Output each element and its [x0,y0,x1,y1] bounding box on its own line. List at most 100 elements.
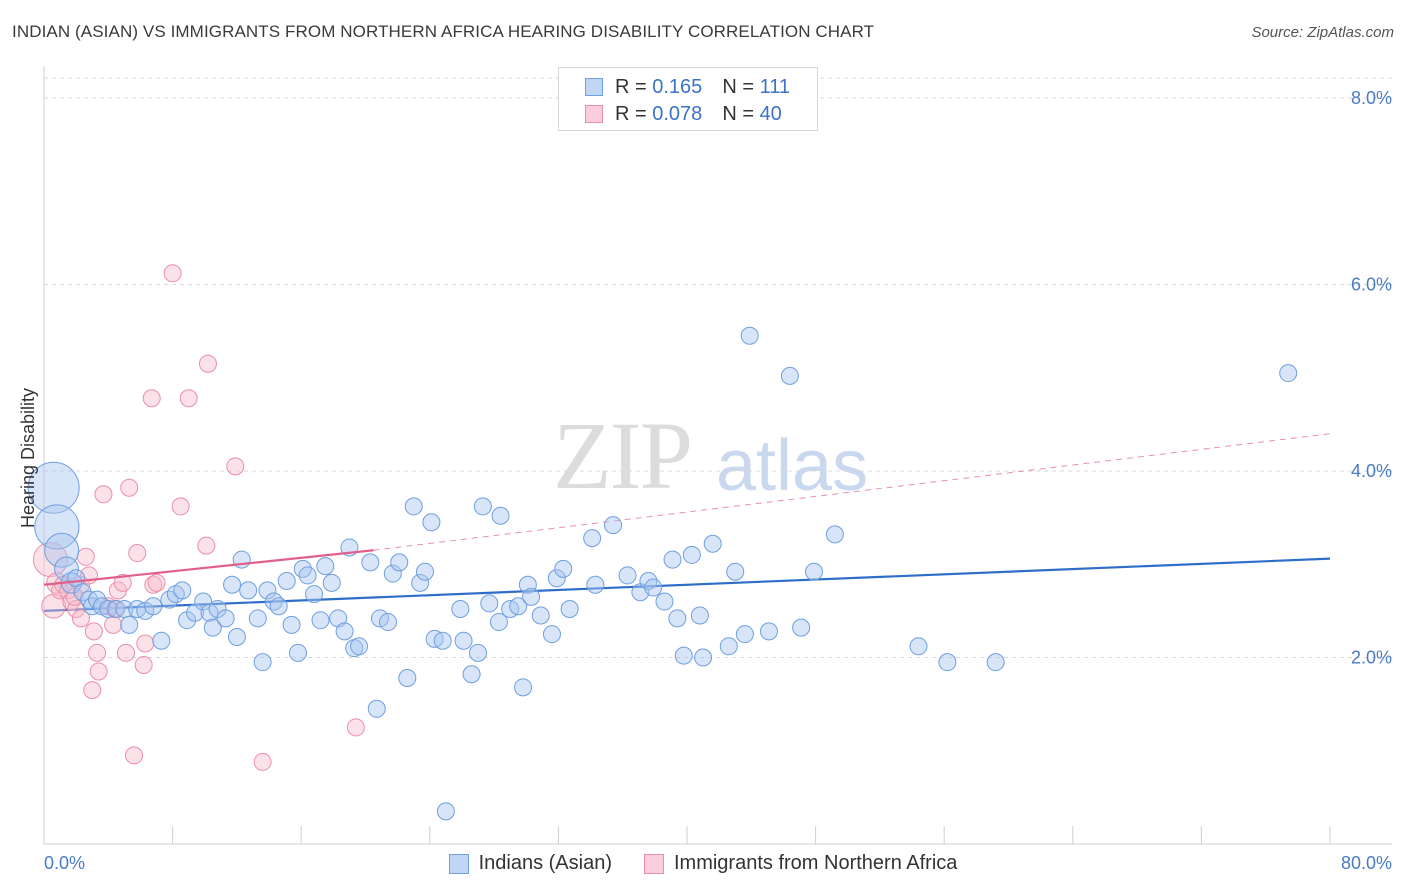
series-legend-indians: Indians (Asian) [448,852,612,875]
data-point-indians [311,611,330,630]
data-point-indians [462,665,481,684]
data-point-indians [719,637,738,656]
data-point-indians [367,699,386,718]
data-point-immigrants [113,573,132,592]
data-point-indians [473,497,492,516]
data-point-indians [34,504,80,550]
data-point-immigrants [88,643,107,662]
data-point-indians [239,581,258,600]
data-point-immigrants [144,575,163,594]
x-tick-label-max: 80.0% [1341,853,1392,873]
data-point-indians [288,643,307,662]
data-point-indians [586,575,605,594]
data-point-indians [480,594,499,613]
y-tick-label: 4.0% [1351,461,1392,481]
data-point-indians [404,497,423,516]
data-point-immigrants [226,457,245,476]
points-series-immigrants-northern-africa [32,264,365,771]
data-point-immigrants [171,497,190,516]
data-point-indians [514,678,533,697]
data-point-indians [216,609,235,628]
data-point-indians [329,609,348,628]
legend-swatch-blue [585,78,603,96]
data-point-indians [735,625,754,644]
axis-layer: 2.0% 4.0% 6.0% 8.0% 0.0% 80.0% [43,66,1392,873]
data-point-indians [825,525,844,544]
watermark-zip: ZIP [553,402,693,509]
data-point-immigrants [134,655,153,674]
data-point-immigrants [136,634,155,653]
y-tick-label: 8.0% [1351,88,1392,108]
series-legend: Indians (Asian) Immigrants from Northern… [0,852,1406,875]
data-point-indians [703,534,722,553]
data-point-indians [27,461,80,514]
data-point-indians [335,622,354,641]
y-tick-label: 6.0% [1351,274,1392,294]
data-point-indians [655,592,674,611]
data-point-indians [491,506,510,525]
data-point-indians [298,566,317,585]
data-point-immigrants [94,485,113,504]
trend-line-immigrants-extension [373,433,1331,551]
data-point-immigrants [198,354,217,373]
data-point-indians [152,631,171,650]
data-point-indians [223,575,242,594]
data-point-indians [173,581,192,600]
data-point-indians [663,550,682,569]
series-swatch-blue [448,853,469,874]
data-point-indians [780,366,799,385]
y-tick-label: 2.0% [1351,647,1392,667]
data-point-indians [509,597,528,616]
legend-n-label: N = [722,75,754,98]
data-point-indians [305,585,324,604]
data-point-indians [282,615,301,634]
data-point-indians [938,653,957,672]
data-point-indians [531,606,550,625]
data-point-indians [269,597,288,616]
data-point-indians [398,669,417,688]
data-point-immigrants [253,752,272,771]
series-legend-immigrants: Immigrants from Northern Africa [643,852,958,875]
data-point-indians [73,583,92,602]
data-point-indians [203,618,222,637]
data-point-indians [144,597,163,616]
chart-title: INDIAN (ASIAN) VS IMMIGRANTS FROM NORTHE… [12,22,875,41]
data-point-immigrants [125,746,144,765]
data-point-indians [804,562,823,581]
source-label: Source: ZipAtlas.com [1251,24,1394,41]
data-point-indians [618,566,637,585]
legend-r-value: 0.078 [652,102,703,125]
data-point-indians [759,622,778,641]
data-point-indians [690,606,709,625]
data-point-indians [454,631,473,650]
data-point-immigrants [41,593,67,619]
x-tick-label-min: 0.0% [44,853,85,873]
legend-row-immigrants: R = 0.078 N = 40 [585,103,782,125]
legend-n-value: 40 [759,102,782,125]
legend-swatch-pink [585,105,603,123]
data-point-immigrants [89,662,108,681]
data-point-immigrants [71,609,90,628]
data-point-immigrants [83,681,102,700]
data-point-indians [436,802,455,821]
data-point-indians [583,529,602,548]
series-name-indians: Indians (Asian) [478,852,612,874]
series-name-immigrants: Immigrants from Northern Africa [673,852,958,874]
data-point-indians [554,559,573,578]
data-point-indians [560,600,579,619]
data-point-indians [390,553,409,572]
data-point-indians [422,513,441,532]
data-point-indians [1279,364,1298,383]
series-swatch-pink [643,853,664,874]
data-point-immigrants [179,389,198,408]
data-point-immigrants [142,389,161,408]
data-point-indians [451,600,470,619]
data-point-immigrants [76,547,95,566]
grid-layer [44,77,1392,658]
legend-r-label: R = [615,75,647,98]
data-point-immigrants [147,573,166,592]
data-point-indians [792,618,811,637]
data-point-indians [518,575,537,594]
data-point-indians [740,326,759,345]
